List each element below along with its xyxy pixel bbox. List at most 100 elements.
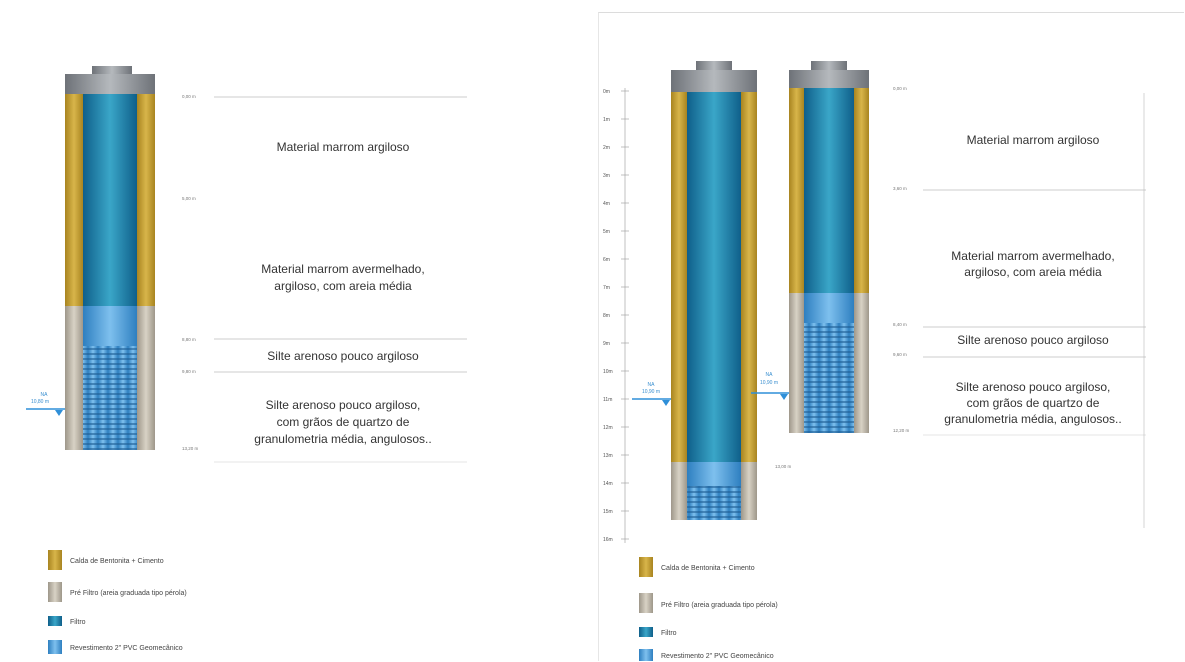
legend-label: Filtro (661, 630, 677, 637)
scale-label: 12m (603, 425, 613, 431)
layer-description: Silte arenoso pouco argiloso (267, 349, 419, 363)
legend-swatch-filter (639, 627, 653, 637)
well-cap-top (811, 61, 847, 70)
bottom-depth-label: 13,00 m (775, 464, 792, 469)
scale-label: 2m (603, 145, 610, 151)
water-level-a: NA 10,90 m (632, 382, 671, 406)
depth-label: 13,20 m (182, 446, 199, 451)
layer-description: Material marrom avermelhado, (261, 262, 424, 276)
prefilter-left (671, 462, 687, 520)
legend-label: Revestimento 2" PVC Geomecânico (70, 645, 183, 652)
well-cap (671, 70, 757, 92)
bentonite-right (854, 88, 869, 293)
legend-label: Calda de Bentonita + Cimento (661, 565, 755, 572)
well-diagram-left-svg: NA 10,80 m 0,00 m 5,00 m 8,80 m 9,80 m 1… (26, 66, 467, 654)
well-cap (65, 74, 155, 94)
scale-label: 5m (603, 229, 610, 235)
legend-label: Calda de Bentonita + Cimento (70, 558, 164, 565)
depth-label: 8,80 m (182, 337, 196, 342)
screen-section (804, 293, 854, 323)
na-depth-label: 10,80 m (31, 399, 49, 405)
legend-label: Pré Filtro (areia graduada tipo pérola) (70, 590, 187, 597)
legend-left: Calda de Bentonita + Cimento Pré Filtro … (48, 550, 187, 654)
na-label: NA (766, 372, 774, 378)
legend-swatch-prefilter (639, 593, 653, 613)
well-left (65, 66, 155, 450)
legend-label: Pré Filtro (areia graduada tipo pérola) (661, 602, 778, 609)
screen-section (83, 306, 137, 346)
depth-label: 8,40 m (893, 322, 907, 327)
scale-label: 10m (603, 369, 613, 375)
bentonite-right (137, 94, 155, 306)
slotted-screen (83, 346, 137, 450)
layer-description: argiloso, com areia média (964, 265, 1102, 279)
scale-label: 15m (603, 509, 613, 515)
scale-label: 0m (603, 89, 610, 95)
layer-description: Material marrom avermelhado, (951, 249, 1114, 263)
well-diagram-right: 0m 1m 2m 3m 4m 5m 6m 7m 8m 9m 10m 11m 12m 13m 14m 15m 16… (598, 12, 1184, 661)
depth-label: 0,00 m (182, 94, 196, 99)
well-b (789, 61, 869, 433)
layer-description: Silte arenoso pouco argiloso (957, 333, 1109, 347)
well-cap-top (92, 66, 132, 74)
prefilter-left (65, 306, 83, 450)
prefilter-right (741, 462, 757, 520)
legend-label: Revestimento 2" PVC Geomecânico (661, 653, 774, 660)
well-cap (789, 70, 869, 88)
na-depth-label: 10,90 m (760, 380, 778, 386)
bentonite-right (741, 92, 757, 462)
prefilter-left (789, 293, 804, 433)
depth-label: 12,20 m (893, 428, 910, 433)
slotted-screen (804, 323, 854, 433)
legend-swatch-prefilter (48, 582, 62, 602)
scale-label: 3m (603, 173, 610, 179)
layer-description: com grãos de quartzo de (967, 396, 1100, 410)
casing-column (83, 94, 137, 306)
casing-column (687, 92, 741, 462)
scale-label: 9m (603, 341, 610, 347)
scale-label: 11m (603, 397, 612, 403)
depth-label: 0,00 m (893, 86, 907, 91)
bentonite-left (671, 92, 687, 462)
well-diagram-right-svg: 0m 1m 2m 3m 4m 5m 6m 7m 8m 9m 10m 11m 12m 13m 14m 15m 16… (603, 61, 1146, 661)
na-label: NA (648, 382, 656, 388)
legend-swatch-casing (639, 649, 653, 661)
layer-description: Material marrom argiloso (277, 140, 410, 154)
legend-swatch-bentonite (48, 550, 62, 570)
scale-label: 4m (603, 201, 610, 207)
depth-label: 9,60 m (893, 352, 907, 357)
water-level-left: NA 10,80 m (26, 392, 65, 416)
legend-swatch-filter (48, 616, 62, 626)
well-diagram-left: NA 10,80 m 0,00 m 5,00 m 8,80 m 9,80 m 1… (8, 20, 496, 660)
layer-description: argiloso, com areia média (274, 279, 412, 293)
legend-swatch-casing (48, 640, 62, 654)
screen-section (687, 462, 741, 486)
layer-description: com grãos de quartzo de (277, 415, 410, 429)
scale-label: 16m (603, 537, 613, 543)
scale-label: 7m (603, 285, 610, 291)
layer-description: granulometria média, angulosos.. (254, 432, 431, 446)
bentonite-left (789, 88, 804, 293)
na-label: NA (41, 392, 49, 398)
layer-description: Silte arenoso pouco argiloso, (266, 398, 421, 412)
depth-scale: 0m 1m 2m 3m 4m 5m 6m 7m 8m 9m 10m 11m 12m 13m 14m 15m 16… (603, 88, 629, 543)
scale-label: 14m (603, 481, 613, 487)
well-a (671, 61, 757, 520)
scale-label: 1m (603, 117, 610, 123)
well-cap-top (696, 61, 732, 70)
na-depth-label: 10,90 m (642, 389, 660, 395)
depth-label: 5,00 m (182, 196, 196, 201)
layer-description: Material marrom argiloso (967, 133, 1100, 147)
legend-swatch-bentonite (639, 557, 653, 577)
slotted-screen (687, 486, 741, 520)
prefilter-right (854, 293, 869, 433)
scale-label: 8m (603, 313, 610, 319)
water-level-b: NA 10,90 m (751, 372, 789, 400)
prefilter-right (137, 306, 155, 450)
bentonite-left (65, 94, 83, 306)
legend-right: Calda de Bentonita + Cimento Pré Filtro … (639, 557, 778, 661)
scale-label: 6m (603, 257, 610, 263)
depth-label: 9,80 m (182, 369, 196, 374)
depth-label: 3,60 m (893, 186, 907, 191)
layer-description: Silte arenoso pouco argiloso, (956, 380, 1111, 394)
